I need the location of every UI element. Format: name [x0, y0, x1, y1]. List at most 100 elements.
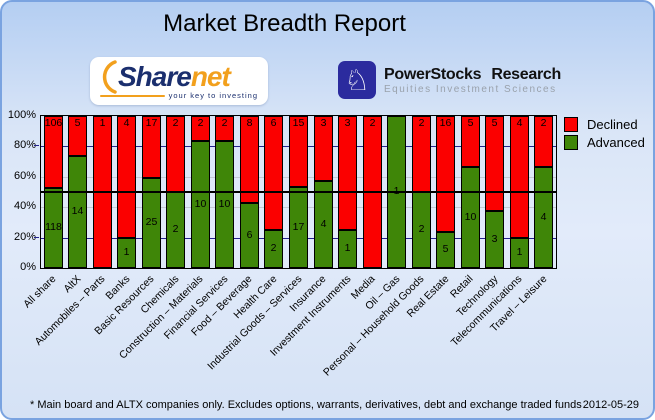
legend-label-advanced: Advanced [587, 135, 645, 150]
sharenet-wordmark-net: net [190, 61, 231, 92]
advanced-value-label: 10 [464, 211, 477, 223]
advanced-value-label: 3 [491, 233, 498, 245]
y-tick-label: 40% [13, 200, 36, 212]
y-tick-label: 20% [13, 231, 36, 243]
y-tick-label: 60% [13, 170, 36, 182]
bar-segment-declined [534, 116, 553, 167]
advanced-value-label: 2 [418, 223, 425, 235]
footer: * Main board and ALTX companies only. Ex… [30, 399, 639, 411]
bar-segment-advanced [264, 230, 283, 268]
bar-segment-declined [68, 116, 87, 156]
stacked-bar: 16 5 [436, 116, 455, 268]
bar-segment-advanced [44, 188, 63, 268]
declined-value-label: 2 [197, 117, 204, 129]
bar-segment-declined [240, 116, 259, 203]
advanced-value-label: 17 [292, 221, 305, 233]
bar-segment-declined [338, 116, 357, 230]
stacked-bar: 5 10 [461, 116, 480, 268]
declined-value-label: 2 [418, 117, 425, 129]
declined-value-label: 4 [123, 117, 130, 129]
sharenet-tagline-row: your key to investing [100, 91, 258, 100]
stacked-bar: 17 25 [142, 116, 161, 268]
declined-value-label: 5 [467, 117, 474, 129]
declined-swatch [564, 117, 578, 132]
sharenet-tagline-rule [100, 94, 165, 97]
bar-segment-advanced [485, 211, 504, 268]
declined-value-label: 3 [344, 117, 351, 129]
declined-value-label: 2 [221, 117, 228, 129]
declined-value-label: 2 [540, 117, 547, 129]
declined-value-label: 2 [172, 117, 179, 129]
advanced-value-label: 6 [246, 229, 253, 241]
plot-area: 1061185141411725222102108662151734312122… [40, 115, 557, 269]
powerstocks-title: PowerStocks Research [384, 65, 561, 83]
bar-segment-advanced [191, 141, 210, 268]
bar-segment-declined [191, 116, 210, 141]
advanced-value-label: 4 [540, 211, 547, 223]
declined-value-label: 5 [74, 117, 81, 129]
declined-value-label: 3 [320, 117, 327, 129]
y-tick-label: 80% [13, 139, 36, 151]
legend-label-declined: Declined [587, 117, 638, 132]
declined-value-label: 15 [292, 117, 305, 129]
bar-segment-declined [436, 116, 455, 232]
bar-segment-declined [461, 116, 480, 167]
sharenet-wordmark: Share net [96, 59, 231, 95]
bar-segment-declined [215, 116, 234, 141]
bar-segment-declined [44, 116, 63, 188]
advanced-value-label: 1 [123, 246, 130, 258]
bar-segment-advanced [314, 181, 333, 268]
declined-value-label: 2 [369, 117, 376, 129]
declined-value-label: 6 [270, 117, 277, 129]
declined-value-label: 106 [44, 117, 63, 129]
bar-segment-advanced [436, 232, 455, 268]
sharenet-swoosh-icon [102, 60, 117, 94]
advanced-value-label: 4 [320, 218, 327, 230]
advanced-value-label: 1 [516, 246, 523, 258]
bar-segment-declined [485, 116, 504, 211]
bar-segment-advanced [142, 178, 161, 268]
bar-segment-advanced [68, 156, 87, 268]
footnote: * Main board and ALTX companies only. Ex… [30, 399, 582, 411]
advanced-value-label: 10 [218, 198, 231, 210]
advanced-value-label: 5 [442, 243, 449, 255]
sharenet-logo: Share net your key to investing [90, 57, 268, 105]
declined-value-label: 17 [145, 117, 158, 129]
advanced-value-label: 10 [194, 198, 207, 210]
declined-value-label: 4 [516, 117, 523, 129]
advanced-value-label: 1 [344, 242, 351, 254]
advanced-value-label: 25 [145, 216, 158, 228]
page-title: Market Breadth Report [163, 10, 406, 37]
advanced-value-label: 2 [270, 242, 277, 254]
bar-segment-declined [142, 116, 161, 178]
legend-entry-declined: Declined [564, 116, 645, 133]
y-tick-label: 100% [7, 109, 36, 121]
powerstocks-logo: ♘ PowerStocks Research Equities Investme… [338, 61, 561, 99]
advanced-swatch [564, 135, 578, 150]
knight-icon: ♘ [338, 61, 376, 99]
stacked-bar: 106 118 [44, 116, 63, 268]
bar-segment-declined [289, 116, 308, 187]
legend-entry-advanced: Advanced [564, 134, 645, 151]
bar-segment-advanced [117, 238, 136, 268]
bar-segment-advanced [510, 238, 529, 268]
bar-segment-advanced [338, 230, 357, 268]
declined-value-label: 16 [439, 117, 452, 129]
declined-value-label: 8 [246, 117, 253, 129]
bar-segment-declined [510, 116, 529, 238]
advanced-value-label: 118 [45, 221, 62, 233]
declined-value-label: 1 [99, 117, 106, 129]
bar-segment-declined [117, 116, 136, 238]
stacked-bar: 5 14 [68, 116, 87, 268]
sharenet-wordmark-share: Share [118, 61, 192, 92]
report-date: 2012-05-29 [582, 399, 639, 411]
y-tick-label: 0% [20, 261, 36, 273]
chart-legend: Declined Advanced [564, 116, 645, 152]
